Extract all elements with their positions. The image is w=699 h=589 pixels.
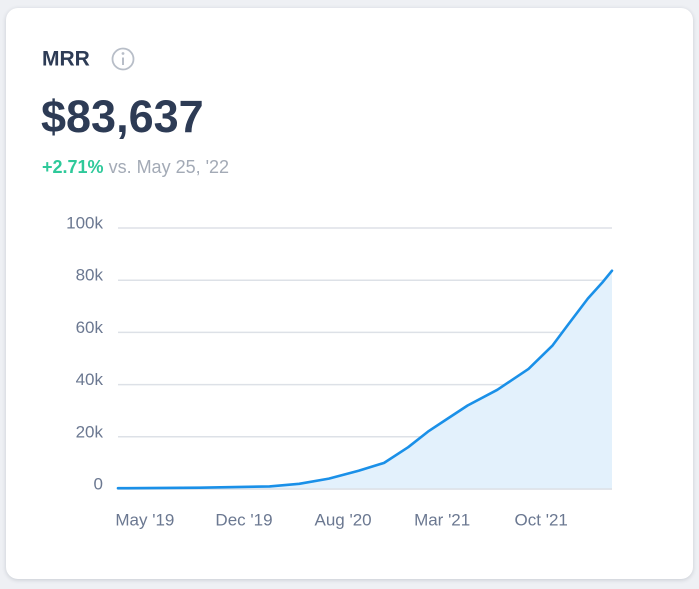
x-tick-label: Oct '21 (515, 510, 568, 529)
comparison: vs. May 25, '22 (109, 157, 230, 177)
area (118, 270, 612, 489)
x-tick-label: May '19 (115, 510, 174, 529)
line (116, 269, 614, 490)
x-tick-label: Mar '21 (414, 510, 470, 529)
change: +2.71% (42, 157, 104, 177)
y-tick-label: 80k (76, 266, 104, 285)
y-tick-label: 100k (66, 213, 103, 232)
headline-value: $83,637 (41, 91, 204, 142)
info-icon[interactable] (111, 47, 135, 71)
y-tick-label: 40k (76, 370, 104, 389)
x-tick-label: Aug '20 (314, 510, 371, 529)
card-title: MRR (42, 48, 90, 71)
y-tick-label: 0 (94, 474, 103, 493)
y-tick-label: 60k (76, 318, 104, 337)
y-tick-label: 20k (76, 422, 104, 441)
x-tick-label: Dec '19 (215, 510, 272, 529)
